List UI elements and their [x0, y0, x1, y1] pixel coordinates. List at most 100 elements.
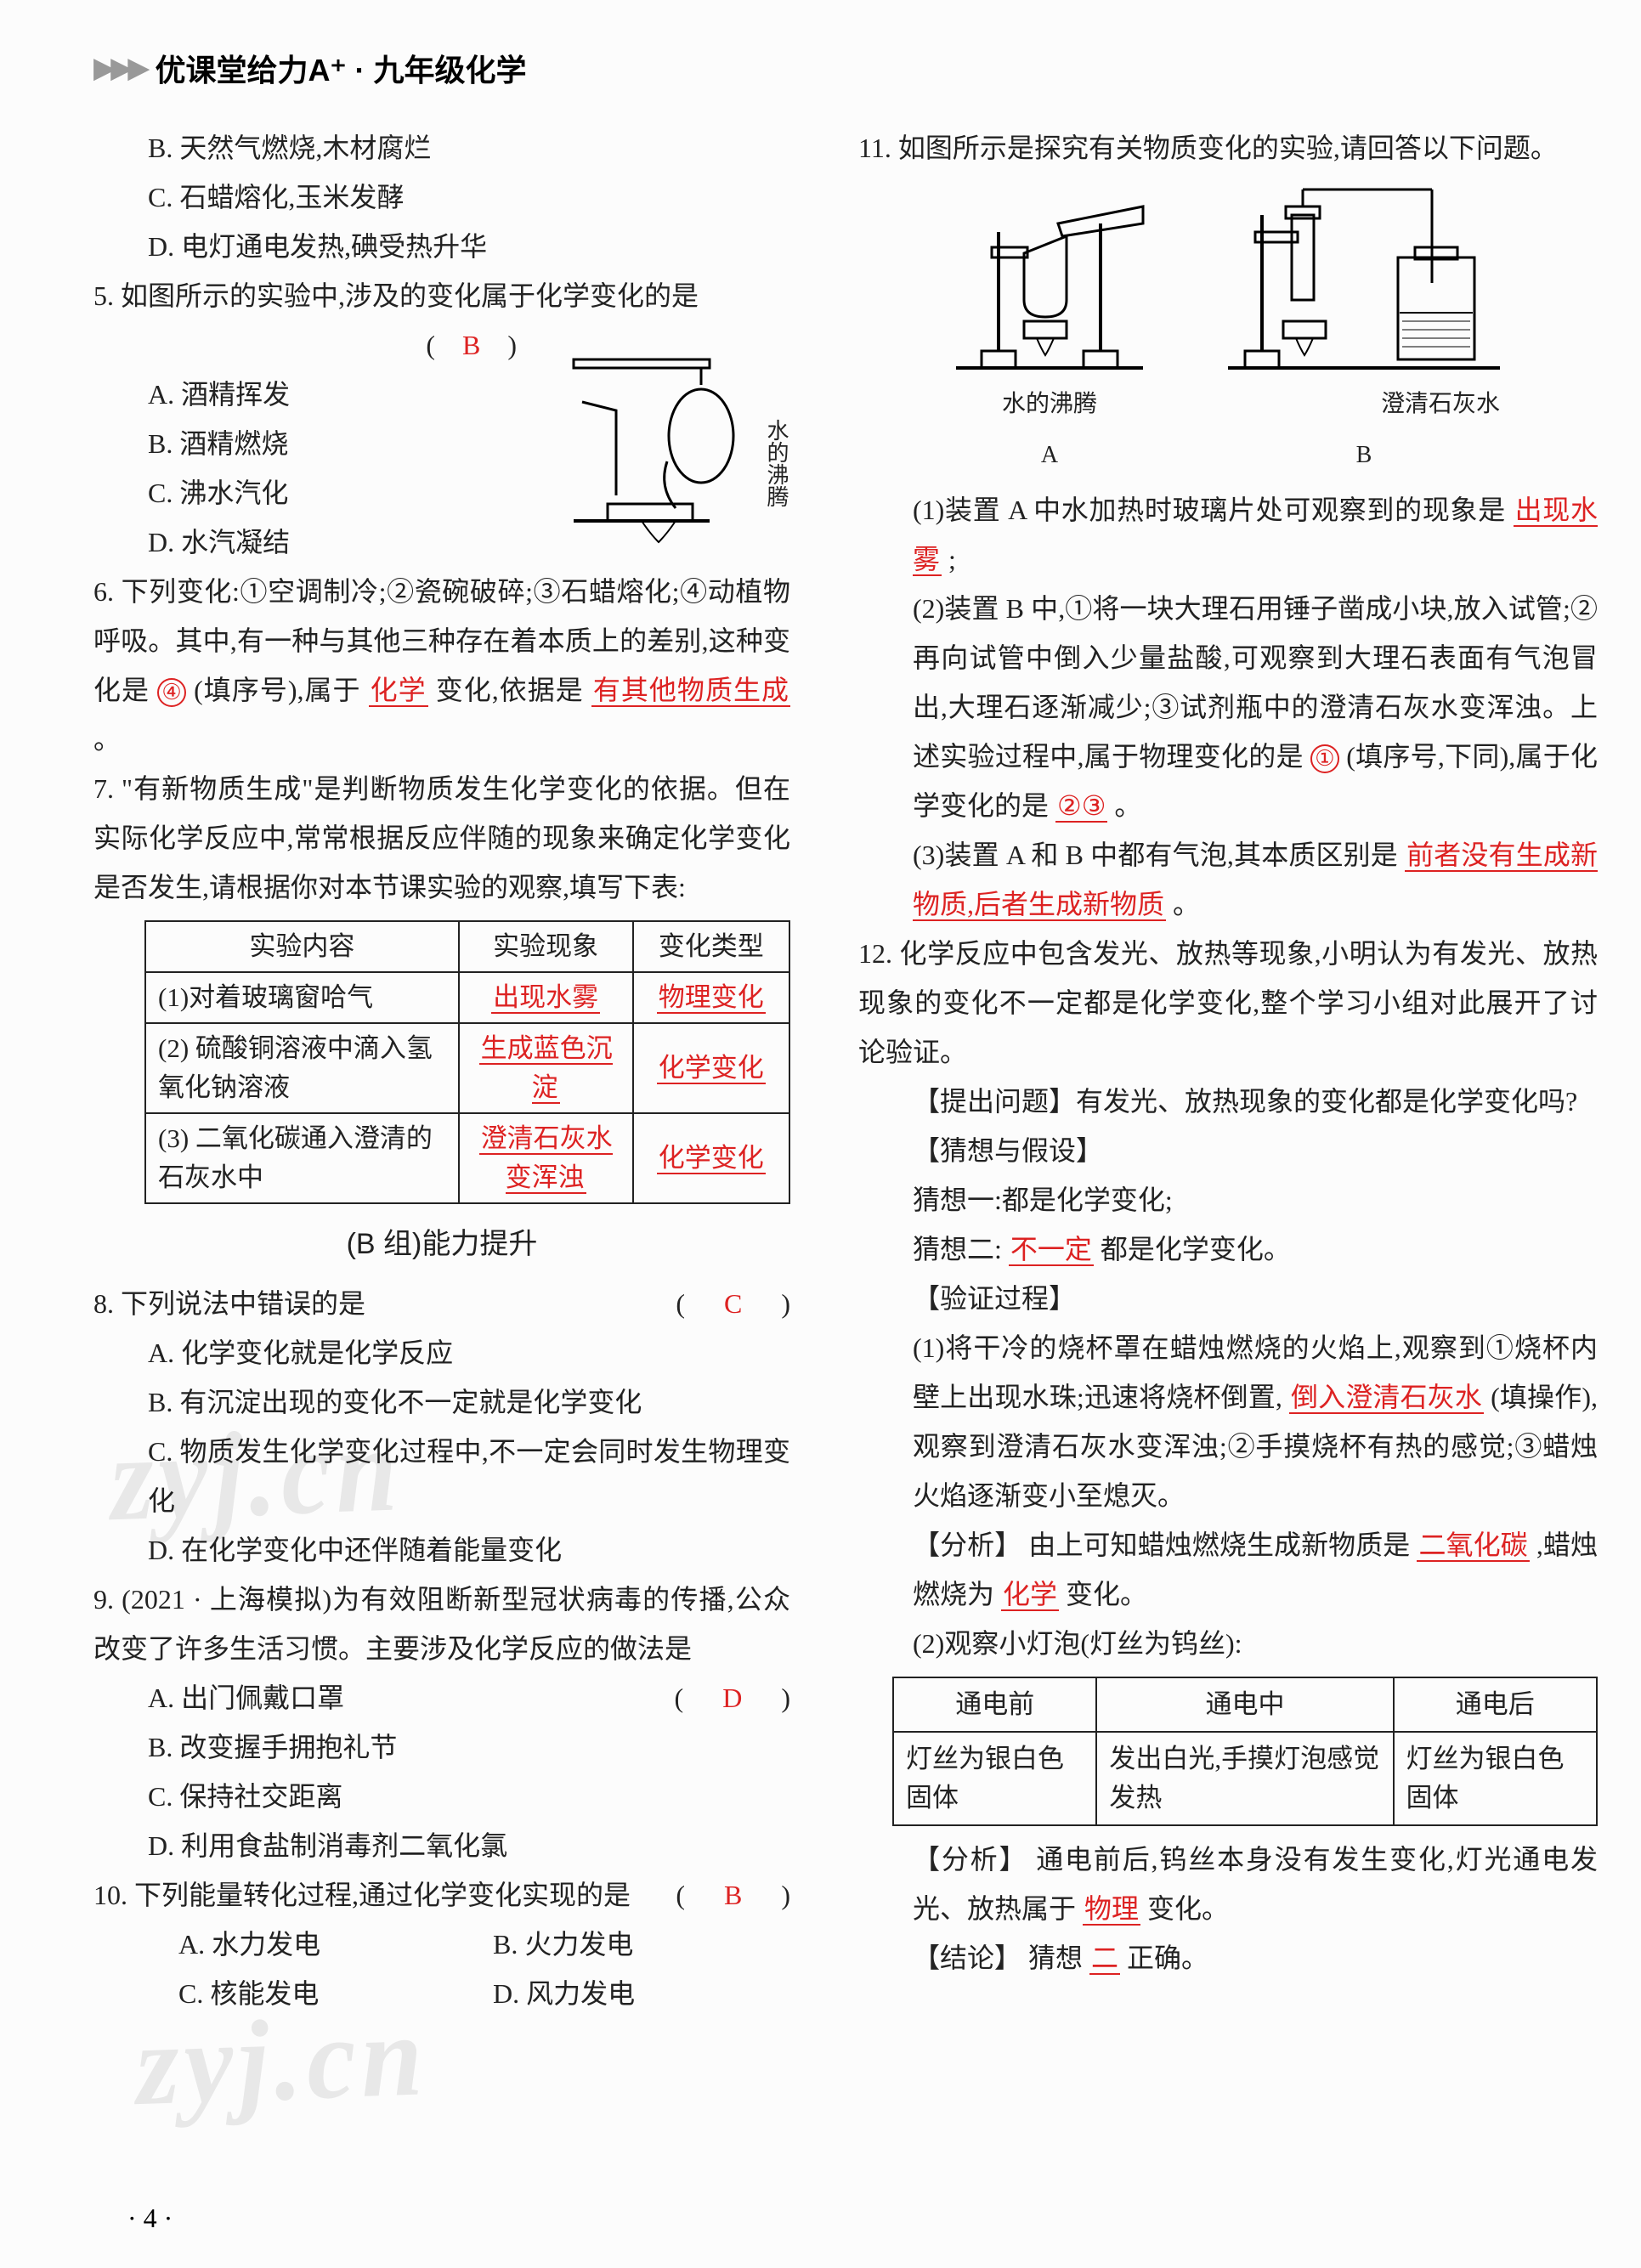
q8-stem: 8. 下列说法中错误的是	[93, 1288, 365, 1319]
q6-text-2: (填序号),属于	[194, 675, 360, 705]
two-column-layout: B. 天然气燃烧,木材腐烂 C. 石蜡熔化,玉米发酵 D. 电灯通电发热,碘受热…	[93, 123, 1573, 2018]
apparatus-a-letter: A	[1041, 431, 1058, 480]
q10-paren: ( B )	[676, 1870, 790, 1920]
t1-r3c3: 化学变化	[633, 1113, 789, 1203]
q12-an1: 【分析】 由上可知蜡烛燃烧生成新物质是 二氧化碳 ,蜡烛燃烧为 化学 变化。	[858, 1520, 1598, 1619]
q10: 10. 下列能量转化过程,通过化学变化实现的是 ( B )	[93, 1870, 790, 1920]
q12-h4: 【分析】	[913, 1530, 1021, 1560]
q11-p1: (1)装置 A 中水加热时玻璃片处可观察到的现象是 出现水雾 ;	[858, 485, 1598, 584]
q8-answer: C	[712, 1288, 754, 1319]
q10-a: A. 水力发电	[178, 1920, 476, 1969]
q5-figure-label: 水的沸腾	[751, 419, 801, 507]
q12-an2-end: 变化。	[1147, 1893, 1229, 1924]
q6-ans-2: 化学	[369, 675, 428, 707]
q12-g1: 猜想一:都是化学变化;	[858, 1175, 1598, 1224]
q8-paren: ( C )	[676, 1279, 790, 1328]
t2-h3: 通电后	[1394, 1677, 1597, 1732]
left-column: B. 天然气燃烧,木材腐烂 C. 石蜡熔化,玉米发酵 D. 电灯通电发热,碘受热…	[93, 123, 790, 2018]
t1-r1c3: 物理变化	[633, 972, 789, 1023]
q12-h5: 【分析】	[913, 1844, 1027, 1875]
q11-p2: (2)装置 B 中,①将一块大理石用锤子凿成小块,放入试管;②再向试管中倒入少量…	[858, 584, 1598, 830]
q12-an2-a: 物理	[1083, 1893, 1140, 1926]
q10-answer: B	[712, 1880, 754, 1910]
q9-paren: ( D )	[675, 1673, 790, 1722]
q8-c: C. 物质发生化学变化过程中,不一定会同时发生物理变化	[93, 1427, 790, 1525]
q8: 8. 下列说法中错误的是 ( C )	[93, 1279, 790, 1328]
q12-cc-end: 正确。	[1127, 1943, 1208, 1973]
q12-an1-a: 二氧化碳	[1417, 1530, 1529, 1562]
apparatus-b-label: 澄清石灰水	[1381, 380, 1500, 429]
q6: 6. 下列变化:①空调制冷;②瓷碗破碎;③石蜡熔化;④动植物呼吸。其中,有一种与…	[93, 567, 790, 764]
t2-r1: 灯丝为银白色固体	[893, 1732, 1096, 1825]
q11-p1-end: ;	[948, 544, 956, 574]
page-header: ▶▶▶ 优课堂给力A⁺ · 九年级化学	[93, 42, 1573, 93]
q12-g2-ans: 不一定	[1009, 1234, 1094, 1266]
q5-stem: 5. 如图所示的实验中,涉及的变化属于化学变化的是	[93, 271, 790, 320]
q11-figure: 水的沸腾 A	[858, 181, 1598, 480]
t2-r3: 灯丝为银白色固体	[1394, 1732, 1597, 1825]
q9-answer: D	[710, 1683, 754, 1713]
t1-r2c1: (2) 硫酸铜溶液中滴入氢氧化钠溶液	[145, 1023, 459, 1113]
q12-v1-ans: 倒入澄清石灰水	[1289, 1382, 1484, 1414]
q9-stem-text: 9. (2021 · 上海模拟)为有效阻断新型冠状病毒的传播,公众改变了许多生活…	[93, 1584, 790, 1664]
q10-b: B. 火力发电	[493, 1920, 790, 1969]
q12-an1-end: 变化。	[1066, 1579, 1147, 1609]
q11-p3-text: (3)装置 A 和 B 中都有气泡,其本质区别是	[913, 840, 1398, 870]
t1-r1c2: 出现水雾	[459, 972, 633, 1023]
q8-d: D. 在化学变化中还伴随着能量变化	[93, 1525, 790, 1575]
q8-a: A. 化学变化就是化学反应	[93, 1328, 790, 1377]
q11-p1-text: (1)装置 A 中水加热时玻璃片处可观察到的现象是	[913, 495, 1506, 525]
q4-opt-b: B. 天然气燃烧,木材腐烂	[93, 123, 790, 173]
q10-stem: 10. 下列能量转化过程,通过化学变化实现的是	[93, 1880, 631, 1910]
q10-options: A. 水力发电 B. 火力发电 C. 核能发电 D. 风力发电	[93, 1920, 790, 2018]
q12-h3: 【验证过程】	[858, 1274, 1598, 1323]
q12-g2: 猜想二: 不一定 都是化学变化。	[858, 1224, 1598, 1274]
q9-b: B. 改变握手拥抱礼节	[93, 1722, 790, 1772]
q12-g2-pre: 猜想二:	[913, 1234, 1002, 1264]
t1-h1: 实验内容	[145, 921, 459, 972]
q5-figure: 水的沸腾	[527, 325, 790, 546]
q12-table: 通电前 通电中 通电后 灯丝为银白色固体 发出白光,手摸灯泡感觉发热 灯丝为银白…	[892, 1677, 1598, 1826]
q6-ans-1: ④	[157, 678, 186, 707]
q12-cc-a: 二	[1089, 1943, 1120, 1975]
q12-conclusion: 【结论】 猜想 二 正确。	[858, 1933, 1598, 1982]
book-title: 优课堂给力A⁺ · 九年级化学	[155, 46, 526, 90]
q12-an2: 【分析】 通电前后,钨丝本身没有发生变化,灯光通电发光、放热属于 物理 变化。	[858, 1835, 1598, 1933]
q11-stem: 11. 如图所示是探究有关物质变化的实验,请回答以下问题。	[858, 123, 1598, 173]
t1-r1c1: (1)对着玻璃窗哈气	[145, 972, 459, 1023]
q6-text-3: 变化,依据是	[436, 675, 584, 705]
q12-v2: (2)观察小灯泡(灯丝为钨丝):	[858, 1619, 1598, 1668]
q12-h2: 【猜想与假设】	[858, 1126, 1598, 1175]
q11-p2-ans2: ②③	[1055, 790, 1107, 823]
q7-stem: 7. "有新物质生成"是判断物质发生化学变化的依据。但在实际化学反应中,常常根据…	[93, 764, 790, 912]
q4-opt-d: D. 电灯通电发热,碘受热升华	[93, 222, 790, 271]
apparatus-b: 澄清石灰水 B	[1211, 181, 1517, 480]
q7-table: 实验内容 实验现象 变化类型 (1)对着玻璃窗哈气 出现水雾 物理变化 (2) …	[144, 920, 790, 1204]
q6-text-4: 。	[93, 724, 121, 755]
t1-r2c3: 化学变化	[633, 1023, 789, 1113]
q10-c: C. 核能发电	[178, 1969, 476, 2018]
q8-b: B. 有沉淀出现的变化不一定就是化学变化	[93, 1377, 790, 1427]
q12-h1-text: 有发光、放热现象的变化都是化学变化吗?	[1076, 1086, 1577, 1117]
t1-h3: 变化类型	[633, 921, 789, 972]
q11-p2-end: 。	[1114, 790, 1141, 821]
t2-r2: 发出白光,手摸灯泡感觉发热	[1096, 1732, 1393, 1825]
t1-r3c2: 澄清石灰水变浑浊	[459, 1113, 633, 1203]
header-chevron-icon: ▶▶▶	[93, 51, 144, 85]
q4-opt-c: C. 石蜡熔化,玉米发酵	[93, 173, 790, 222]
q5: 5. 如图所示的实验中,涉及的变化属于化学变化的是 水的沸腾 ( B ) A. …	[93, 271, 790, 567]
q9-d: D. 利用食盐制消毒剂二氧化氯	[93, 1821, 790, 1870]
q11-p3: (3)装置 A 和 B 中都有气泡,其本质区别是 前者没有生成新物质,后者生成新…	[858, 830, 1598, 929]
q12-v1: (1)将干冷的烧杯罩在蜡烛燃烧的火焰上,观察到①烧杯内壁上出现水珠;迅速将烧杯倒…	[858, 1323, 1598, 1520]
apparatus-b-letter: B	[1356, 431, 1372, 480]
t1-h2: 实验现象	[459, 921, 633, 972]
t1-r3c1: (3) 二氧化碳通入澄清的石灰水中	[145, 1113, 459, 1203]
t2-h2: 通电中	[1096, 1677, 1393, 1732]
q11-p2-ans1: ①	[1310, 744, 1339, 773]
q5-answer: B	[462, 330, 480, 360]
q6-ans-3: 有其他物质生成	[591, 675, 790, 707]
q10-d: D. 风力发电	[493, 1969, 790, 2018]
q12-an1-b: 化学	[1001, 1579, 1059, 1611]
q12-cc-pre: 猜想	[1028, 1943, 1083, 1973]
q12-h1-label: 【提出问题】	[913, 1086, 1076, 1117]
